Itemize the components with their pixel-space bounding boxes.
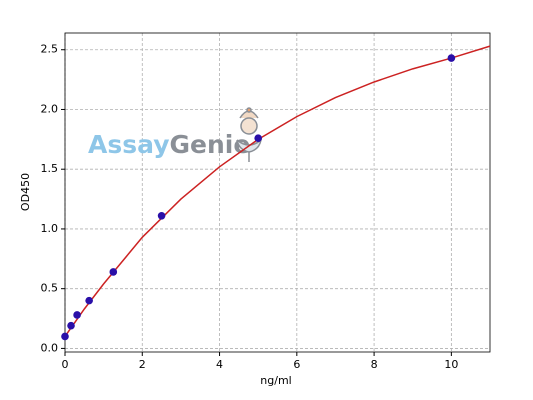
data-point — [67, 321, 75, 330]
y-tick-label: 1.0 — [41, 222, 59, 235]
x-tick-label: 6 — [293, 358, 300, 371]
data-point — [85, 296, 93, 305]
x-tick-label: 8 — [371, 358, 378, 371]
y-axis-label: OD450 — [19, 173, 32, 211]
plot-frame — [64, 32, 491, 353]
x-tick-label: 2 — [139, 358, 146, 371]
x-tick-label: 4 — [216, 358, 223, 371]
watermark-first: Assay — [88, 130, 170, 159]
y-tick-label: 2.0 — [41, 102, 59, 115]
fit-curve — [64, 45, 491, 337]
y-tick-label: 0.0 — [41, 341, 59, 354]
data-point — [61, 332, 69, 341]
watermark: AssayGenie — [88, 107, 263, 162]
y-tick-label: 1.5 — [41, 162, 59, 175]
x-tick-label: 0 — [62, 358, 69, 371]
data-point — [73, 311, 81, 319]
y-tick-label: 0.5 — [41, 282, 59, 295]
x-axis-label: ng/ml — [260, 374, 291, 387]
data-point — [157, 211, 166, 220]
watermark-text: AssayGenie — [88, 130, 250, 159]
data-point — [109, 268, 118, 276]
grid — [64, 33, 490, 352]
y-tick-label: 2.5 — [41, 43, 59, 56]
data-point — [254, 134, 262, 142]
data-point — [447, 54, 456, 62]
x-tick-label: 10 — [444, 358, 458, 371]
